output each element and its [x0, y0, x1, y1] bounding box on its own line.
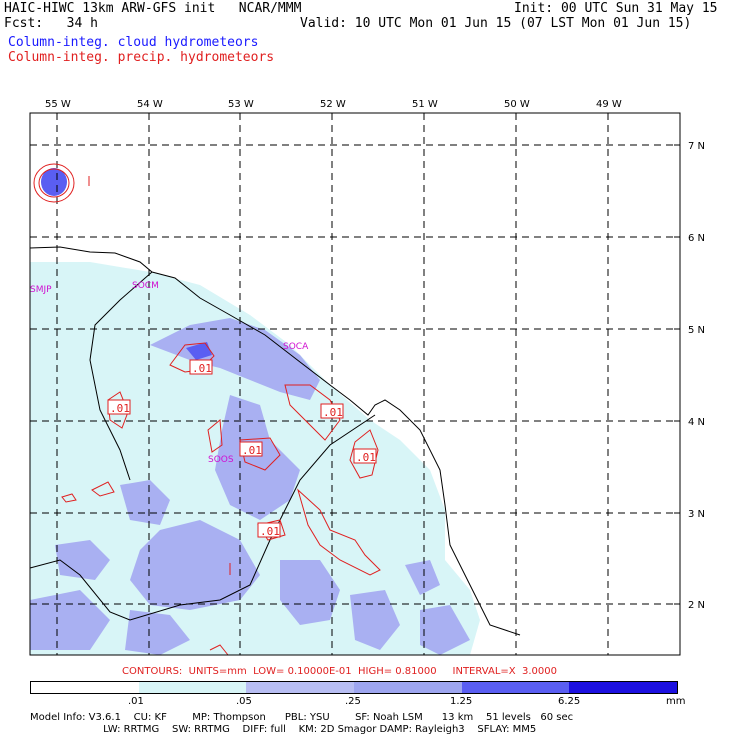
contour-label-3: .01	[323, 406, 343, 419]
colorbar-tick: .05	[236, 696, 252, 707]
lon-label: 50 W	[504, 99, 530, 110]
precip-contours	[33, 163, 381, 656]
station-labels: SMJP SOCM SOCA SOOS	[30, 281, 309, 465]
contour-label-1: .01	[192, 362, 212, 375]
station-socm: SOCM	[132, 281, 159, 291]
model-info-line1: Model Info: V3.6.1 CU: KF MP: Thompson P…	[30, 712, 574, 723]
contour-label-4: .01	[242, 444, 262, 457]
lon-label: 49 W	[596, 99, 622, 110]
color-bar	[30, 681, 678, 694]
contour-info: CONTOURS: UNITS=mm LOW= 0.10000E-01 HIGH…	[122, 666, 557, 677]
axis-ticks	[56, 113, 680, 605]
color-bar-segment	[569, 682, 678, 693]
station-soos: SOOS	[208, 455, 234, 465]
map-grid	[30, 113, 680, 655]
lon-label: 55 W	[45, 99, 71, 110]
color-bar-segment	[461, 682, 570, 693]
colorbar-tick: 1.25	[450, 696, 473, 707]
contour-label-6: .01	[260, 525, 280, 538]
lon-labels: 55 W 54 W 53 W 52 W 51 W 50 W 49 W	[45, 99, 622, 110]
field-cloud-label: Column-integ. cloud hydrometeors	[8, 35, 259, 50]
cloud-field-dark	[41, 168, 212, 360]
colorbar-tick: .01	[128, 696, 144, 707]
lon-label: 53 W	[228, 99, 254, 110]
model-title: HAIC-HIWC 13km ARW-GFS init NCAR/MMM	[4, 1, 302, 16]
lat-label: 2 N	[688, 600, 705, 611]
init-time: Init: 00 UTC Sun 31 May 15	[514, 1, 718, 16]
lon-label: 52 W	[320, 99, 346, 110]
station-smjp: SMJP	[30, 285, 52, 295]
color-bar-segment	[354, 682, 462, 693]
contour-label-2: .01	[110, 402, 130, 415]
color-bar-segment	[246, 682, 355, 693]
lon-label: 54 W	[137, 99, 163, 110]
field-precip-label: Column-integ. precip. hydrometeors	[8, 50, 275, 65]
lat-label: 4 N	[688, 417, 705, 428]
cloud-field-mid	[30, 318, 470, 655]
contour-label-5: .01	[356, 451, 376, 464]
station-soca: SOCA	[283, 342, 309, 352]
lat-label: 7 N	[688, 141, 705, 152]
contour-labels: .01 .01 .01 .01 .01 .01	[107, 359, 377, 538]
coastline-borders	[29, 246, 521, 636]
lat-label: 6 N	[688, 233, 705, 244]
forecast-hour: Fcst: 34 h	[4, 16, 98, 31]
colorbar-unit: mm	[666, 696, 686, 707]
model-info-line2: LW: RRTMG SW: RRTMG DIFF: full KM: 2D Sm…	[30, 724, 537, 735]
colorbar-tick: .25	[345, 696, 361, 707]
lon-label: 51 W	[412, 99, 438, 110]
color-bar-segment	[138, 682, 247, 693]
color-bar-segment	[31, 682, 139, 693]
lat-label: 3 N	[688, 509, 705, 520]
lat-labels: 7 N 6 N 5 N 4 N 3 N 2 N	[688, 141, 705, 611]
colorbar-tick: 6.25	[558, 696, 581, 707]
valid-time: Valid: 10 UTC Mon 01 Jun 15 (07 LST Mon …	[300, 16, 692, 31]
lat-label: 5 N	[688, 325, 705, 336]
